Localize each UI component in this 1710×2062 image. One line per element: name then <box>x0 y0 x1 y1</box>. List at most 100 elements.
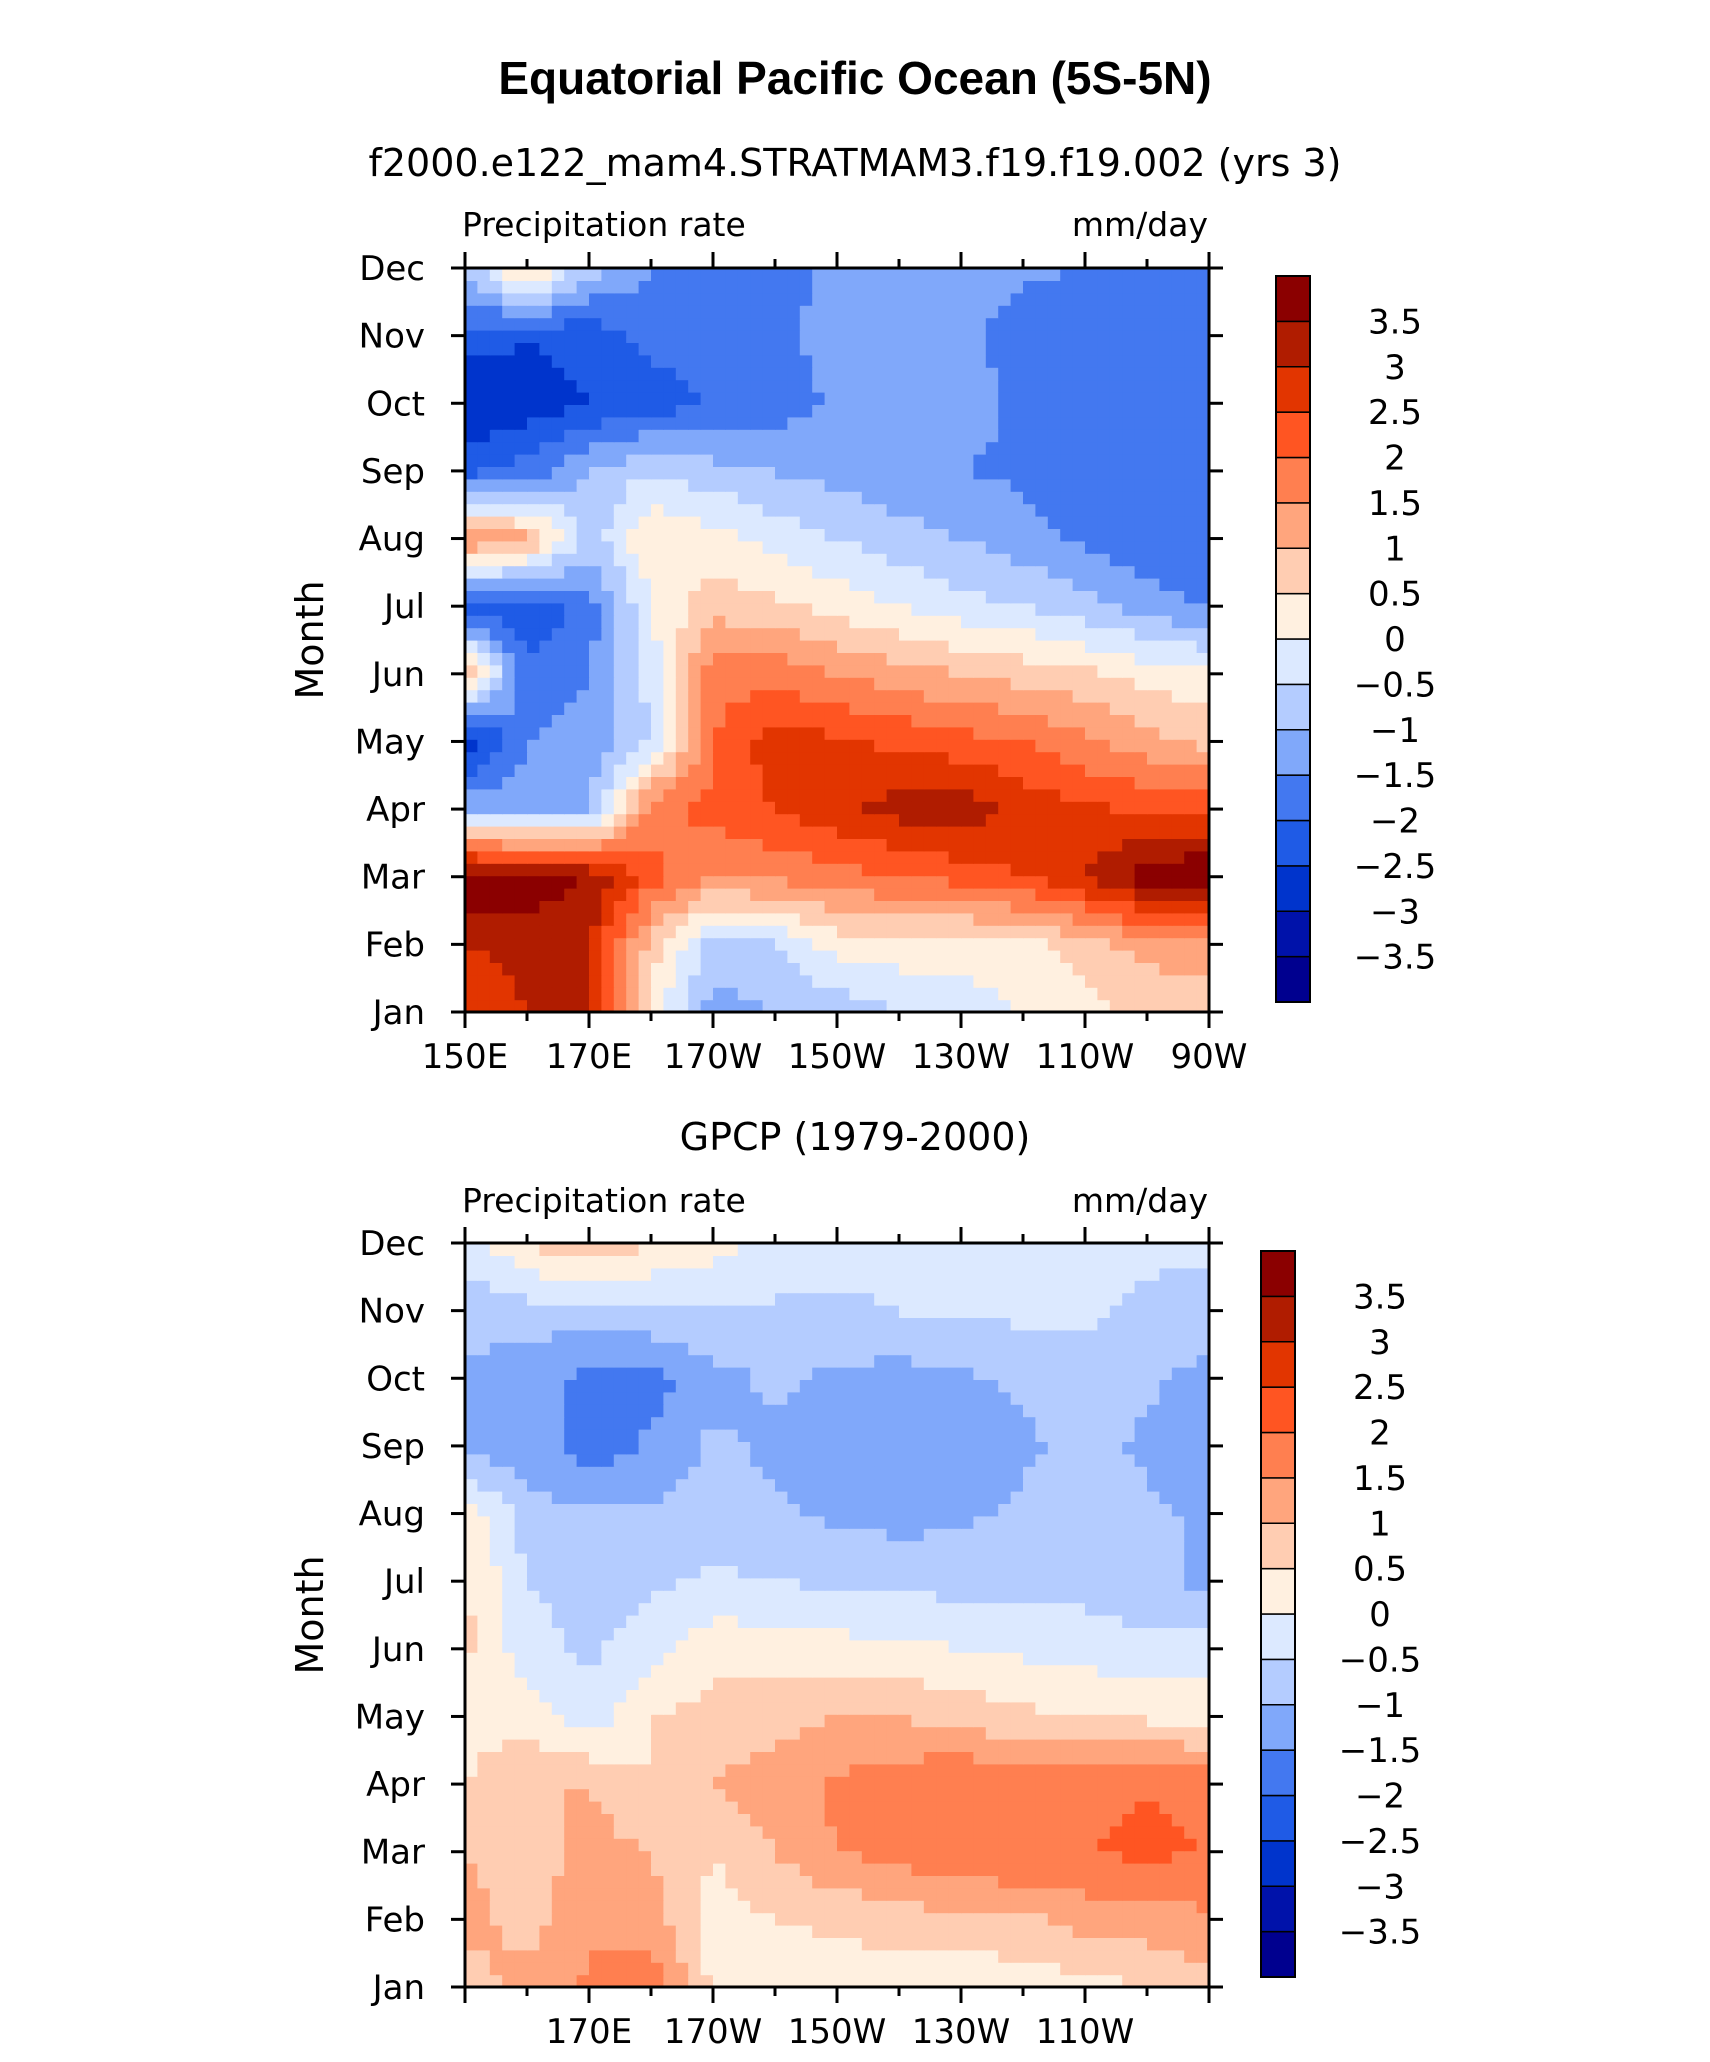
field-cell <box>1109 416 1123 430</box>
field-cell <box>576 1838 590 1852</box>
field-cell <box>737 702 751 715</box>
field-cell <box>675 764 689 777</box>
field-cell <box>787 305 801 319</box>
field-cell <box>1060 714 1074 728</box>
field-cell <box>1159 838 1173 852</box>
field-cell <box>849 788 863 802</box>
field-cell <box>812 1739 826 1752</box>
field-cell <box>886 404 900 418</box>
field-cell <box>799 1949 813 1963</box>
field-cell <box>849 578 863 591</box>
field-cell <box>737 429 751 443</box>
field-cell <box>973 1974 987 1988</box>
field-cell <box>551 1726 565 1740</box>
field-cell <box>1035 1751 1049 1765</box>
field-cell <box>489 739 503 753</box>
field-cell <box>626 1962 640 1976</box>
field-cell <box>576 813 590 827</box>
field-cell <box>663 776 677 790</box>
field-cell <box>663 441 677 455</box>
field-cell <box>923 317 937 331</box>
field-cell <box>750 354 764 368</box>
field-cell <box>663 590 677 604</box>
field-cell <box>626 466 640 480</box>
field-cell <box>1147 602 1160 616</box>
field-cell <box>1010 652 1024 666</box>
field-cell <box>874 1875 888 1889</box>
field-cell <box>489 540 503 554</box>
field-cell <box>899 652 912 666</box>
field-cell <box>886 429 900 443</box>
field-cell <box>998 268 1012 281</box>
field-cell <box>514 1776 528 1790</box>
field-cell <box>886 602 900 616</box>
field-cell <box>638 478 652 492</box>
field-cell <box>700 962 714 976</box>
panel-model-title: f2000.e122_mam4.STRATMAM3.f19.f19.002 (y… <box>369 141 1342 185</box>
field-cell <box>1060 974 1074 988</box>
field-cell <box>861 354 875 368</box>
field-cell <box>750 888 764 901</box>
field-cell <box>576 838 590 852</box>
field-cell <box>998 1949 1012 1963</box>
field-cell <box>675 540 689 554</box>
field-cell <box>551 776 565 790</box>
field-cell <box>849 1776 863 1790</box>
field-cell <box>700 540 714 554</box>
field-cell <box>899 888 912 901</box>
field-cell <box>1196 726 1210 740</box>
field-cell <box>899 1813 912 1827</box>
field-cell <box>1060 888 1074 901</box>
field-cell <box>514 1813 528 1827</box>
field-cell <box>700 1838 714 1852</box>
field-cell <box>861 850 875 864</box>
field-cell <box>1035 1863 1049 1876</box>
field-cell <box>1134 801 1148 815</box>
field-cell <box>849 491 863 505</box>
field-cell <box>1097 850 1111 864</box>
field-cell <box>837 590 850 604</box>
field-cell <box>589 1850 602 1864</box>
field-cell <box>527 1912 540 1926</box>
field-cell <box>551 1912 565 1926</box>
field-cell <box>675 974 689 988</box>
field-cell <box>489 987 503 1001</box>
field-cell <box>1047 640 1061 653</box>
field-cell <box>502 1949 516 1963</box>
field-cell <box>861 392 875 405</box>
field-cell <box>1196 925 1210 939</box>
field-cell <box>613 900 627 914</box>
field-cell <box>502 652 516 666</box>
field-cell <box>762 925 776 939</box>
field-cell <box>762 578 776 591</box>
field-cell <box>725 863 739 877</box>
field-cell <box>626 1838 640 1852</box>
field-cell <box>713 1900 726 1914</box>
field-cell <box>663 850 677 864</box>
field-cell <box>1035 826 1049 839</box>
field-cell <box>1097 912 1111 926</box>
field-cell <box>651 578 664 591</box>
field-cell <box>799 1887 813 1901</box>
field-cell <box>1085 305 1098 319</box>
field-cell <box>886 615 900 629</box>
field-cell <box>1072 677 1086 691</box>
field-cell <box>613 838 627 852</box>
field-cell <box>861 478 875 492</box>
field-cell <box>626 1813 640 1827</box>
field-cell <box>1085 1825 1098 1839</box>
colorbar-label: 3 <box>1384 348 1406 388</box>
field-cell <box>613 652 627 666</box>
field-cell <box>564 1825 578 1839</box>
panel-model-cells <box>465 268 1210 1013</box>
colorbar-label: −2.5 <box>1354 847 1437 887</box>
field-cell <box>675 1900 689 1914</box>
field-cell <box>1196 416 1210 430</box>
field-cell <box>465 739 478 753</box>
field-cell <box>911 950 925 963</box>
field-cell <box>961 627 974 641</box>
field-cell <box>1171 441 1185 455</box>
field-cell <box>1035 776 1049 790</box>
field-cell <box>700 528 714 542</box>
field-cell <box>750 838 764 852</box>
